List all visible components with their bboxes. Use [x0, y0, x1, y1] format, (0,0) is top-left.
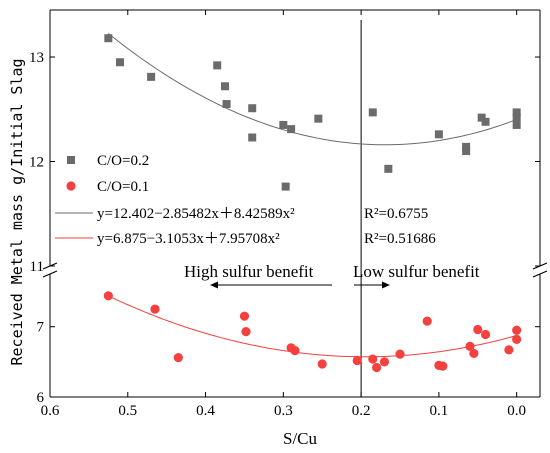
data-point-series1	[512, 120, 521, 129]
fit-curves	[108, 33, 517, 358]
x-tick-label: 0.1	[430, 403, 449, 419]
y-axis-label: Received Metal mass g/Initial Slag	[8, 58, 26, 365]
legend-marker-series2	[66, 181, 76, 191]
data-point-series2	[395, 349, 405, 359]
data-point-series2	[480, 329, 491, 340]
x-tick-label: 0.3	[274, 403, 293, 419]
annotation-low-sulfur: Low sulfur benefit	[353, 262, 480, 281]
data-point-series2	[372, 362, 382, 373]
x-tick-label: 0.6	[41, 403, 60, 419]
data-point-series1	[314, 114, 323, 123]
data-point-series1	[279, 120, 288, 129]
data-point-series1	[512, 108, 521, 117]
legend-fit-r2-series2: R²=0.51686	[364, 231, 436, 247]
data-point-series1	[384, 164, 393, 173]
data-point-series2	[368, 354, 378, 364]
y-tick-label-upper: 11	[30, 259, 44, 275]
data-point-series1	[221, 82, 229, 91]
data-point-series1	[222, 100, 231, 109]
axes-layer: 0.6 0.5 0.4 0.3 0.2 0.1 0.0 11 12 13 6 7	[29, 10, 540, 419]
data-point-series1	[287, 125, 296, 134]
data-point-series2	[473, 324, 483, 335]
data-point-series1	[434, 130, 443, 139]
axis-break-mark-left-b	[42, 270, 58, 278]
legend-fit-equation-series2: y=6.875−3.1053x＋7.95708x²	[97, 231, 280, 247]
arrow-right-head	[382, 281, 390, 289]
y-tick-label-upper: 13	[29, 50, 44, 66]
x-tick-label: 0.4	[196, 403, 215, 419]
data-point-series1	[281, 182, 290, 191]
data-point-series1	[248, 104, 257, 113]
x-axis-label: S/Cu	[283, 429, 318, 448]
data-point-series1	[462, 142, 471, 151]
data-point-series1	[213, 61, 222, 70]
data-point-series1	[512, 113, 521, 122]
data-point-series2	[379, 357, 390, 367]
data-point-series1	[368, 108, 377, 117]
data-point-series1	[147, 72, 156, 81]
data-point-series2	[173, 353, 183, 363]
y-tick-label-upper: 12	[29, 155, 44, 171]
data-point-series1	[481, 117, 490, 126]
data-point-series2	[438, 361, 448, 371]
legend-marker-series1	[67, 156, 75, 164]
data-point-series2	[422, 316, 432, 326]
legend-label-series2: C/O=0.1	[97, 179, 149, 195]
data-point-series2	[512, 325, 522, 335]
arrow-left-head	[210, 281, 218, 289]
data-point-series1	[248, 133, 257, 142]
data-point-series2	[150, 304, 160, 314]
data-point-series2	[317, 359, 327, 369]
plot-frame	[42, 9, 548, 398]
data-points	[103, 34, 522, 373]
y-tick-label-lower: 6	[37, 390, 45, 406]
legend-fit-r2-series1: R²=0.6755	[364, 206, 428, 222]
data-point-series2	[239, 311, 250, 321]
data-point-series1	[477, 113, 486, 122]
data-point-series2	[290, 346, 300, 356]
legend-label-series1: C/O=0.2	[97, 153, 149, 169]
data-point-series1	[116, 58, 124, 67]
x-tick-label: 0.5	[118, 403, 137, 419]
data-point-series2	[469, 348, 479, 359]
annotation-high-sulfur: High sulfur benefit	[184, 262, 314, 281]
data-point-series2	[465, 341, 475, 351]
fit-curve-series2	[108, 295, 517, 358]
legend-fit-equation-series1: y=12.402−2.85482x＋8.42589x²	[97, 206, 295, 222]
data-point-series2	[103, 291, 113, 301]
data-point-series2	[241, 327, 251, 337]
data-point-series1	[462, 147, 471, 156]
data-point-series2	[504, 345, 514, 355]
legend: C/O=0.2 C/O=0.1 y=12.402−2.85482x＋8.4258…	[55, 153, 436, 247]
fit-curve-series1	[108, 33, 517, 146]
data-point-series2	[512, 334, 522, 344]
data-point-series2	[352, 355, 362, 366]
x-tick-label: 0.2	[352, 403, 371, 419]
data-point-series1	[104, 34, 113, 43]
axis-break-mark-right-b	[532, 270, 548, 278]
x-tick-label: 0.0	[507, 403, 526, 419]
y-tick-label-lower: 7	[37, 320, 45, 336]
